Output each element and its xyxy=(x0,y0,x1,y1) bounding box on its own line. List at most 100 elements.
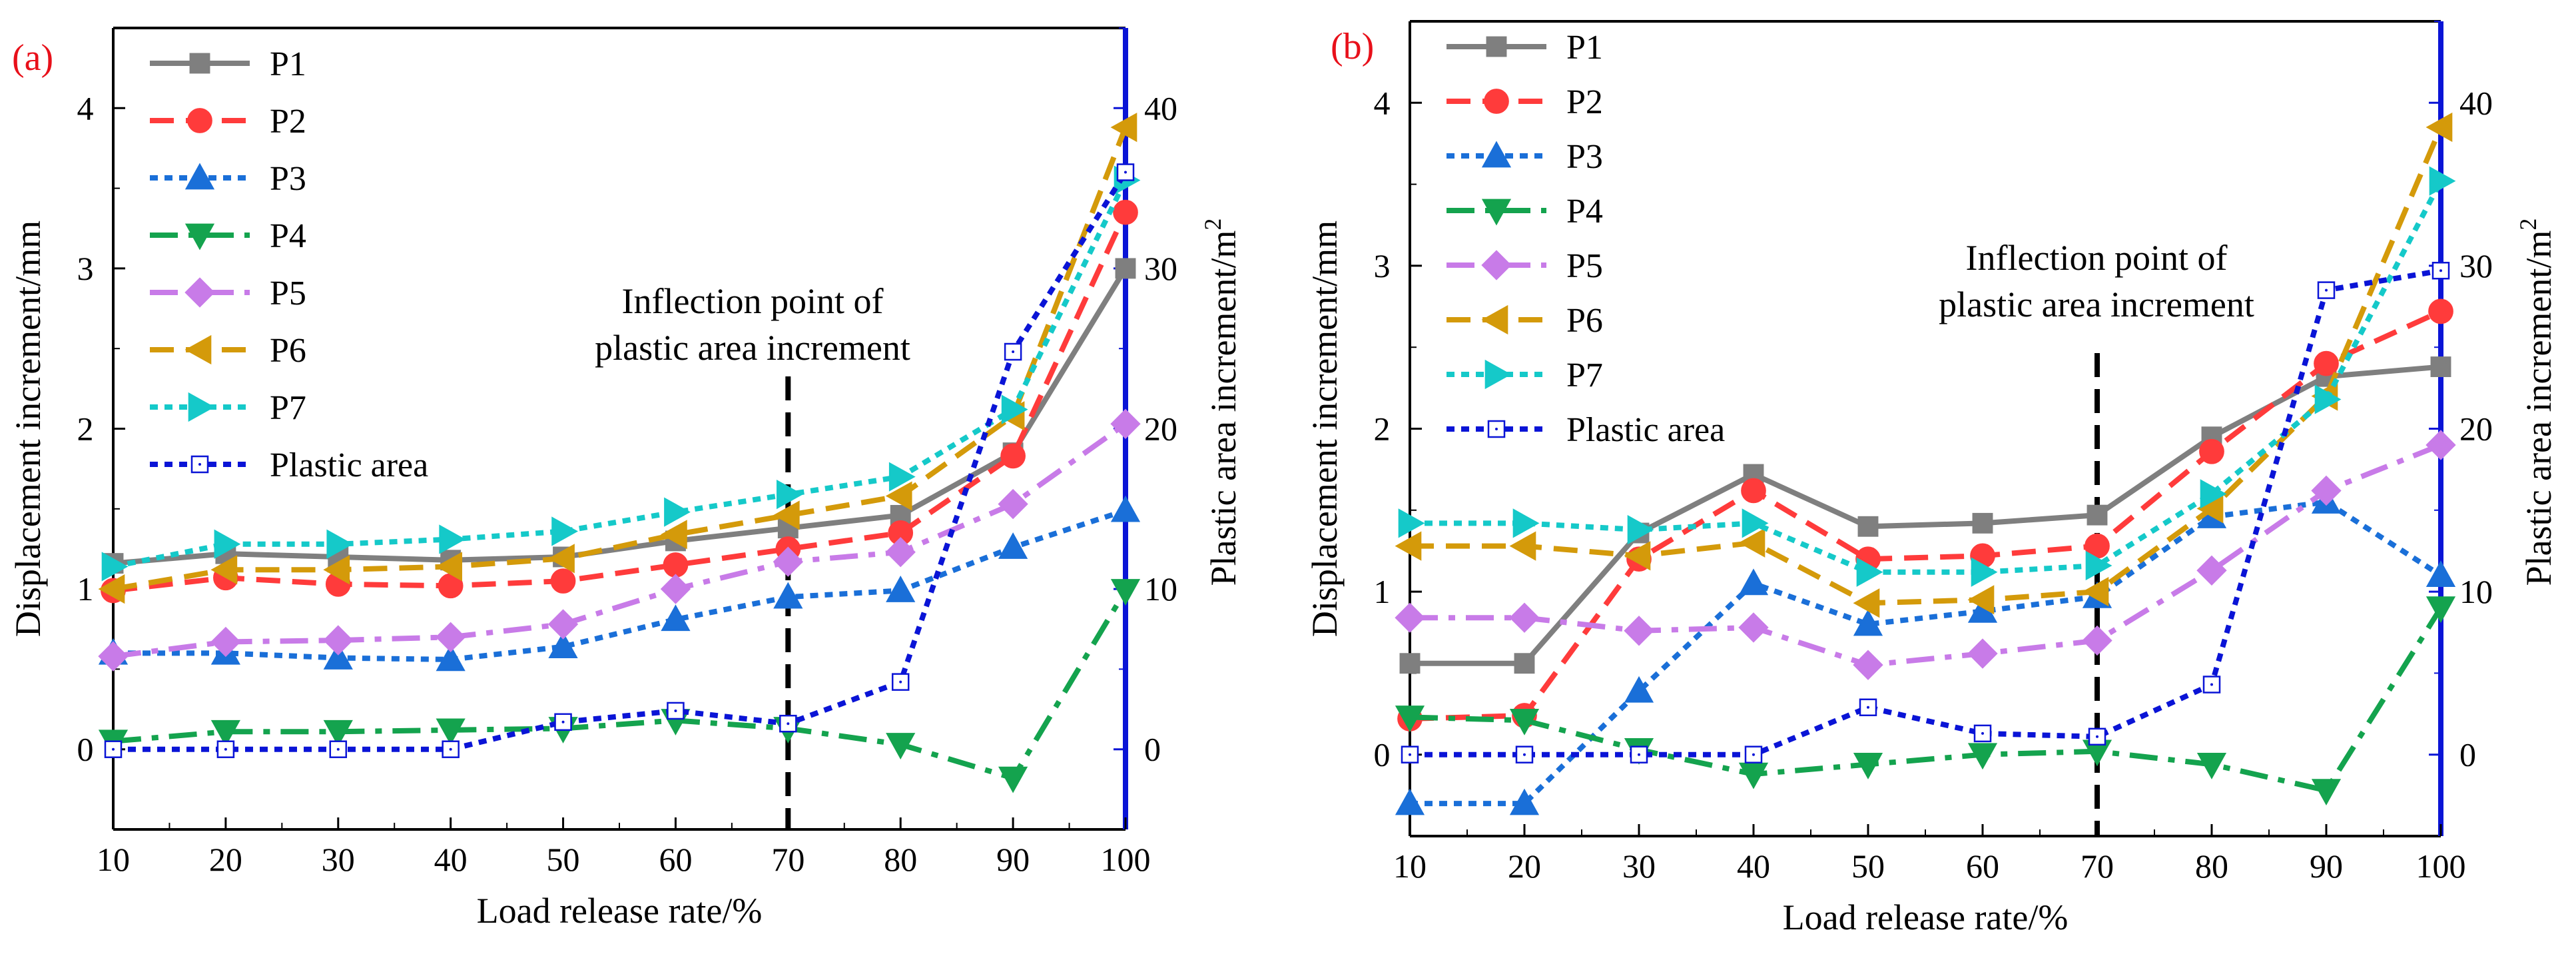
data-point xyxy=(1853,650,1883,680)
x-tick-label: 60 xyxy=(659,841,692,878)
x-tick-label: 100 xyxy=(1101,841,1151,878)
x-tick-label: 40 xyxy=(434,841,468,878)
data-point xyxy=(2087,504,2108,526)
legend-label: P5 xyxy=(270,274,306,312)
legend-marker-dot xyxy=(1495,428,1498,430)
legend-label: P1 xyxy=(270,45,306,83)
series-line xyxy=(113,126,1128,592)
data-point xyxy=(2196,555,2227,586)
legend-entry: P3 xyxy=(1447,138,1603,176)
legend-entry: Plastic area xyxy=(150,446,428,484)
data-point-dot xyxy=(112,747,115,751)
data-point xyxy=(660,520,687,550)
series-line xyxy=(1410,126,2443,606)
y2-tick-label: 0 xyxy=(2459,736,2476,773)
data-point xyxy=(2314,350,2339,376)
legend-label: P6 xyxy=(1566,302,1603,340)
x-tick-label: 20 xyxy=(1508,847,1541,885)
data-point xyxy=(323,625,354,656)
legend-marker xyxy=(189,53,210,74)
x-tick-label: 30 xyxy=(1622,847,1656,885)
legend-label: P4 xyxy=(270,217,306,255)
legend-entry: P7 xyxy=(1447,356,1603,394)
data-point xyxy=(2085,550,2112,581)
legend-label: Plastic area xyxy=(1566,411,1725,449)
series-line xyxy=(1410,268,2441,757)
y2-tick-label: 0 xyxy=(1144,731,1161,768)
data-point xyxy=(663,552,689,578)
data-point xyxy=(1113,199,1138,225)
x-tick-label: 40 xyxy=(1737,847,1770,885)
chart-panel-b: (b)10 20 30 40 50 60 70 80 90 10001234010203040Lo… xyxy=(1305,20,2559,937)
series-line xyxy=(1410,442,2442,668)
data-point xyxy=(2314,384,2342,414)
series-p6 xyxy=(98,113,1137,604)
data-point xyxy=(1401,745,1419,763)
y2-tick-label: 40 xyxy=(2459,84,2493,121)
data-point xyxy=(323,555,350,585)
data-point xyxy=(773,546,803,577)
series-plastic-area xyxy=(104,163,1135,758)
data-point xyxy=(1110,495,1141,522)
data-point xyxy=(2196,753,2227,779)
y-tick-label: 4 xyxy=(77,89,94,127)
data-point xyxy=(1110,113,1137,143)
legend-marker xyxy=(187,108,212,133)
legend-entry: P4 xyxy=(1447,193,1603,231)
data-point xyxy=(2425,430,2456,460)
y-tick-label: 0 xyxy=(1374,736,1391,773)
data-point xyxy=(660,574,691,604)
data-point xyxy=(777,480,803,510)
data-point xyxy=(998,766,1028,793)
legend-entry: Plastic area xyxy=(1447,411,1725,449)
data-point-dot xyxy=(1523,753,1526,756)
y2-axis-title-sup: 2 xyxy=(1199,219,1226,231)
data-point xyxy=(214,529,241,559)
series-p2 xyxy=(1397,298,2453,731)
data-point-dot xyxy=(2325,288,2328,292)
legend-marker xyxy=(184,163,215,190)
data-point xyxy=(1512,508,1540,538)
data-point xyxy=(1971,557,1998,587)
data-point xyxy=(773,582,803,609)
data-point xyxy=(2082,577,2109,607)
data-point xyxy=(773,500,800,530)
data-point xyxy=(2199,438,2224,464)
annotation-line-2: plastic area increment xyxy=(595,328,910,368)
data-point xyxy=(885,481,912,511)
data-point xyxy=(1395,602,1425,633)
legend-label: P2 xyxy=(270,103,306,141)
legend-label: P2 xyxy=(1566,83,1603,121)
data-point xyxy=(439,524,466,554)
series-line xyxy=(1409,606,2443,793)
data-point xyxy=(1853,609,1883,636)
data-point xyxy=(1967,585,1995,615)
y2-tick-label: 20 xyxy=(1144,410,1177,448)
legend-label: P4 xyxy=(1566,193,1603,231)
data-point xyxy=(2425,112,2453,143)
data-point xyxy=(2311,779,2342,805)
data-point-dot xyxy=(1638,753,1640,756)
y2-tick-label: 30 xyxy=(2459,247,2493,284)
panel-label: (a) xyxy=(12,37,53,79)
y2-tick-label: 20 xyxy=(2459,410,2493,448)
annotation-line-2: plastic area increment xyxy=(1939,284,2254,324)
legend-marker xyxy=(1481,141,1512,168)
data-point xyxy=(1110,579,1141,606)
data-point xyxy=(661,604,691,632)
data-point xyxy=(1000,443,1026,469)
series-line xyxy=(113,171,1128,752)
data-point xyxy=(1395,531,1422,561)
legend-entry: P2 xyxy=(150,103,306,141)
data-point xyxy=(886,576,916,602)
series-p3 xyxy=(1395,487,2456,815)
data-point xyxy=(998,532,1028,559)
legend-entry: P6 xyxy=(1447,302,1603,340)
x-tick-label: 50 xyxy=(547,841,580,878)
y2-axis-title: Plastic area increment/m2 xyxy=(2515,219,2559,586)
data-point xyxy=(998,488,1028,520)
legend-label: P1 xyxy=(1566,29,1603,67)
legend-marker xyxy=(1481,304,1508,335)
legend-entry: P4 xyxy=(150,217,306,255)
series-plastic-area xyxy=(1401,261,2450,763)
